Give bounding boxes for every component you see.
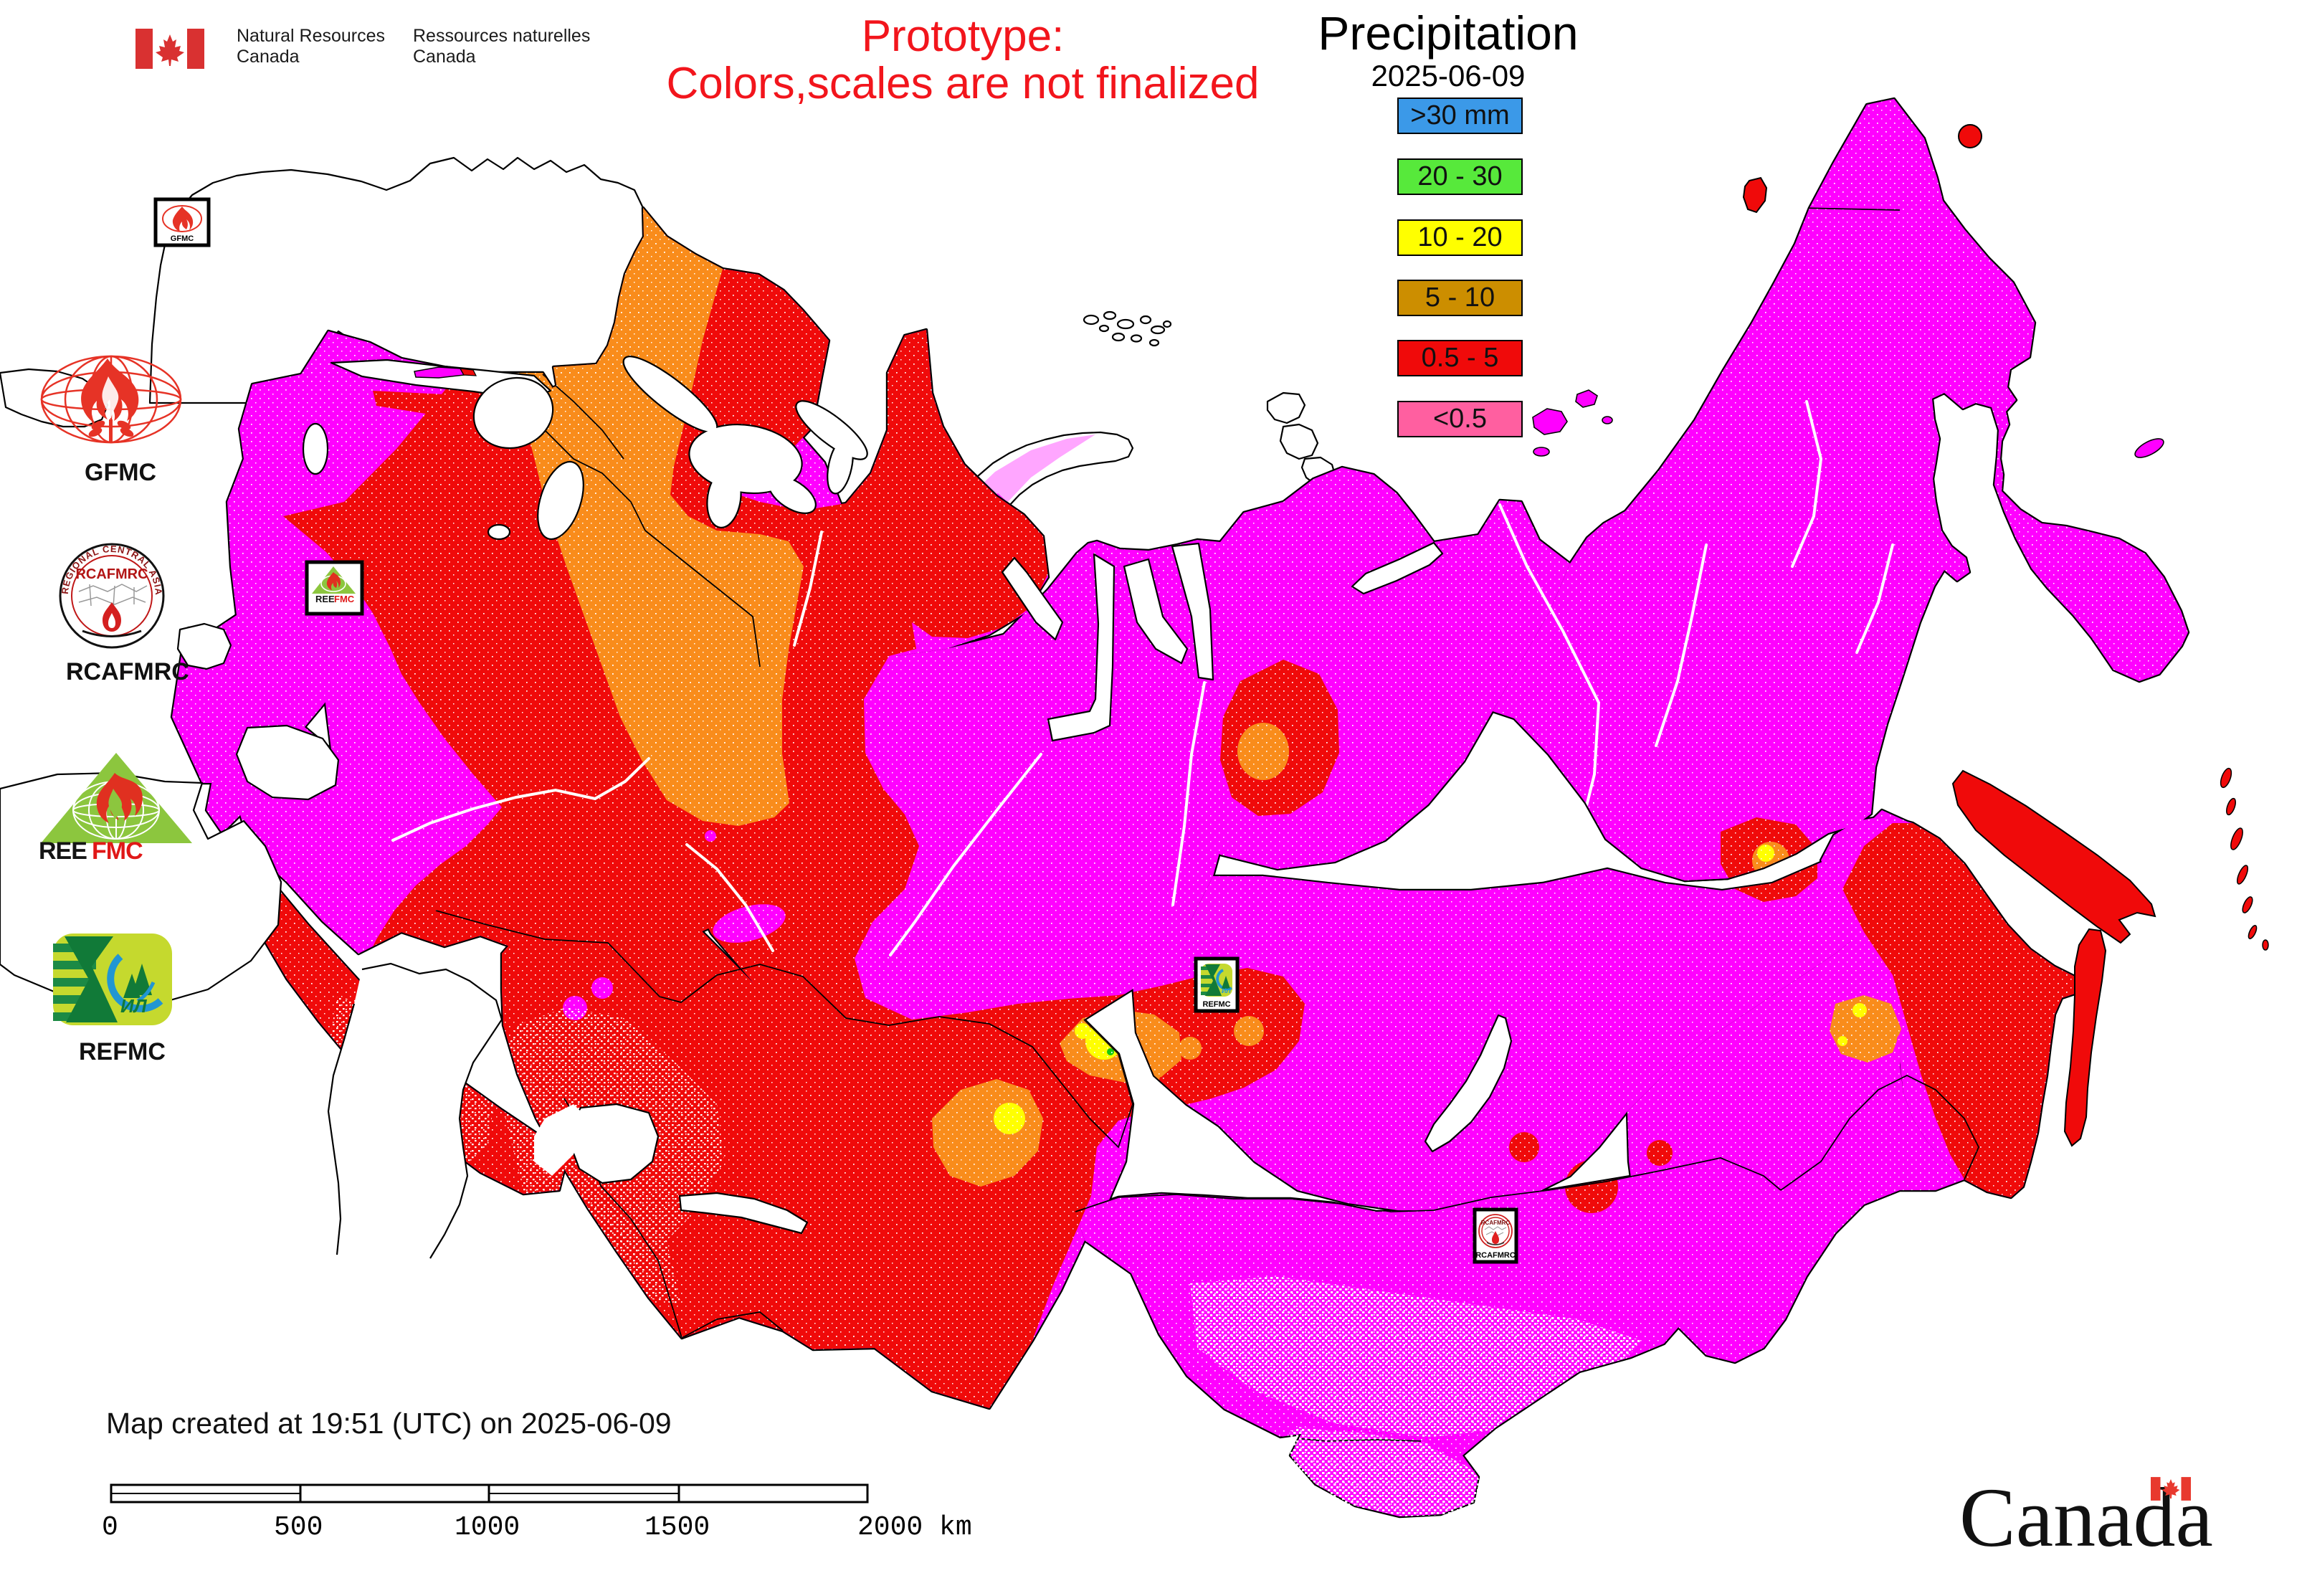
svg-text:GFMC: GFMC xyxy=(171,234,194,243)
svg-text:RCAFMRC: RCAFMRC xyxy=(1475,1251,1516,1260)
svg-text:RCAFMRC: RCAFMRC xyxy=(1481,1220,1511,1226)
svg-text:RCAFMRC: RCAFMRC xyxy=(75,566,148,582)
svg-text:REFMC: REFMC xyxy=(1202,1000,1230,1009)
svg-text:FMC: FMC xyxy=(92,837,143,863)
svg-text:ИЛ: ИЛ xyxy=(120,995,148,1017)
svg-text:REE: REE xyxy=(315,594,335,604)
svg-text:FMC: FMC xyxy=(334,594,355,604)
svg-text:ИЛ: ИЛ xyxy=(1222,987,1231,994)
svg-text:REE: REE xyxy=(39,837,87,863)
